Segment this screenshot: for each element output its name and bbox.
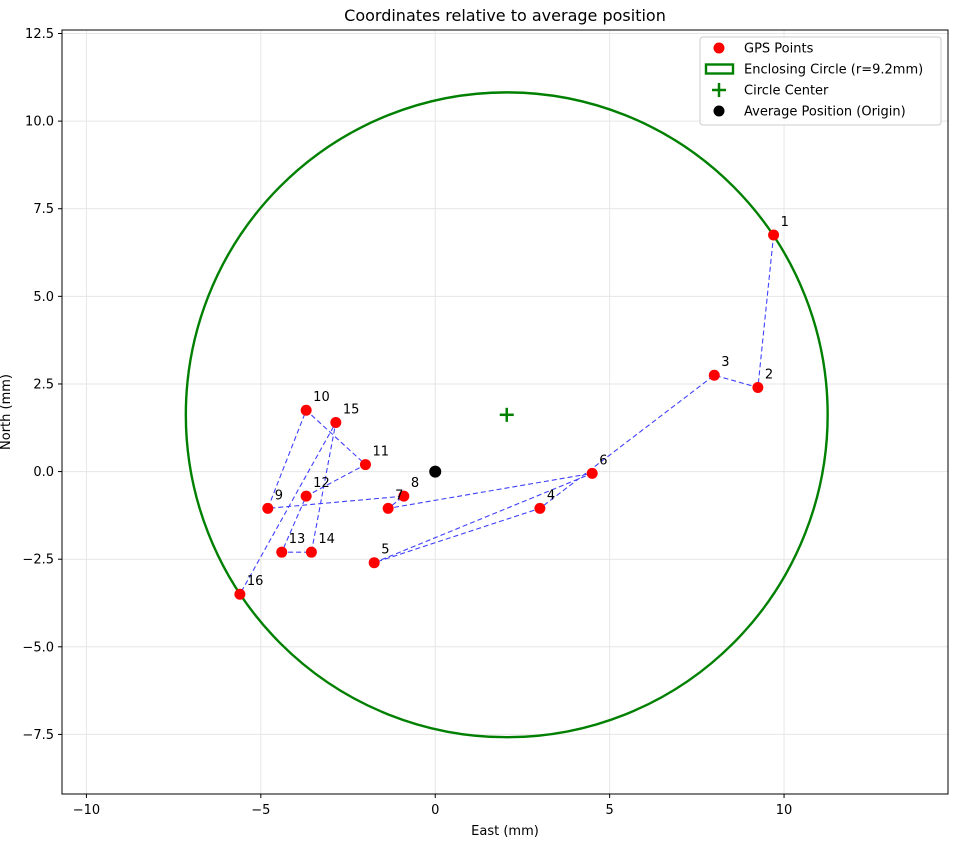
gps-point (300, 490, 312, 502)
gps-point-label: 6 (599, 453, 607, 468)
gps-point-label: 3 (721, 355, 729, 370)
x-tick-label: 0 (431, 803, 439, 818)
x-tick-label: 5 (606, 803, 614, 818)
gps-point (305, 546, 317, 558)
gps-point (586, 467, 598, 479)
y-tick-label: −2.5 (22, 553, 54, 568)
gps-point-label: 7 (395, 488, 403, 503)
gps-point-label: 8 (411, 476, 419, 491)
axes-frame (61, 29, 949, 795)
gps-point-label: 10 (313, 390, 330, 405)
gps-point-label: 1 (781, 215, 789, 230)
y-tick-label: −5.0 (22, 640, 54, 655)
gps-point (234, 588, 246, 600)
x-axis-label: East (mm) (471, 824, 539, 839)
x-tick-label: −10 (73, 803, 100, 818)
legend-box (699, 36, 942, 126)
chart-title: Coordinates relative to average position (344, 6, 666, 25)
gps-point (768, 229, 780, 241)
y-tick-label: −7.5 (22, 728, 54, 743)
legend-circle-swatch (704, 63, 735, 75)
gps-point-label: 12 (313, 476, 330, 491)
legend-entry-label: Average Position (Origin) (744, 105, 906, 120)
average-position-marker (429, 465, 442, 478)
legend-dot-marker (713, 105, 725, 117)
legend: GPS Points Enclosing Circle (r=9.2mm) Circ… (699, 36, 942, 126)
plot-content (184, 91, 829, 739)
legend-entry-label: Circle Center (744, 84, 829, 99)
enclosing-circle (184, 91, 829, 739)
gps-point (398, 490, 410, 502)
y-tick-label: 5.0 (33, 290, 54, 305)
y-tick-label: 7.5 (33, 202, 54, 217)
gps-point-label: 9 (275, 488, 283, 503)
gps-path-line (239, 234, 775, 595)
legend-entry-label: GPS Points (744, 42, 814, 57)
gps-point-label: 14 (318, 532, 335, 547)
gps-point (368, 557, 380, 569)
gps-point (359, 459, 371, 471)
gps-point (262, 502, 274, 514)
axis-ticks: −10 −5 0 5 10 −7.5 −5.0 −2.5 0.0 2.5 5.0 7.5 10.0 12.… (22, 27, 792, 818)
gps-point-label: 11 (372, 445, 389, 460)
y-tick-label: 12.5 (25, 27, 54, 42)
gps-point-label: 13 (289, 532, 306, 547)
gps-point (752, 381, 764, 393)
y-axis-label: North (mm) (0, 374, 14, 450)
y-tick-label: 10.0 (25, 115, 54, 130)
x-tick-label: −5 (251, 803, 270, 818)
gps-point (330, 417, 342, 429)
gps-point-label: 5 (381, 543, 389, 558)
gps-point-label: 4 (547, 488, 555, 503)
gps-point (708, 369, 720, 381)
gps-point (382, 502, 394, 514)
gps-point (300, 404, 312, 416)
y-tick-label: 2.5 (33, 377, 54, 392)
gps-point-label: 2 (765, 367, 773, 382)
circle-center-marker (499, 407, 514, 422)
gps-point-label: 16 (247, 574, 264, 589)
gps-point-label: 15 (343, 403, 360, 418)
x-tick-label: 10 (776, 803, 793, 818)
gps-point (534, 502, 546, 514)
y-tick-label: 0.0 (33, 465, 54, 480)
legend-dot-marker (713, 42, 725, 54)
gps-point (276, 546, 288, 558)
legend-entry-label: Enclosing Circle (r=9.2mm) (744, 63, 923, 78)
